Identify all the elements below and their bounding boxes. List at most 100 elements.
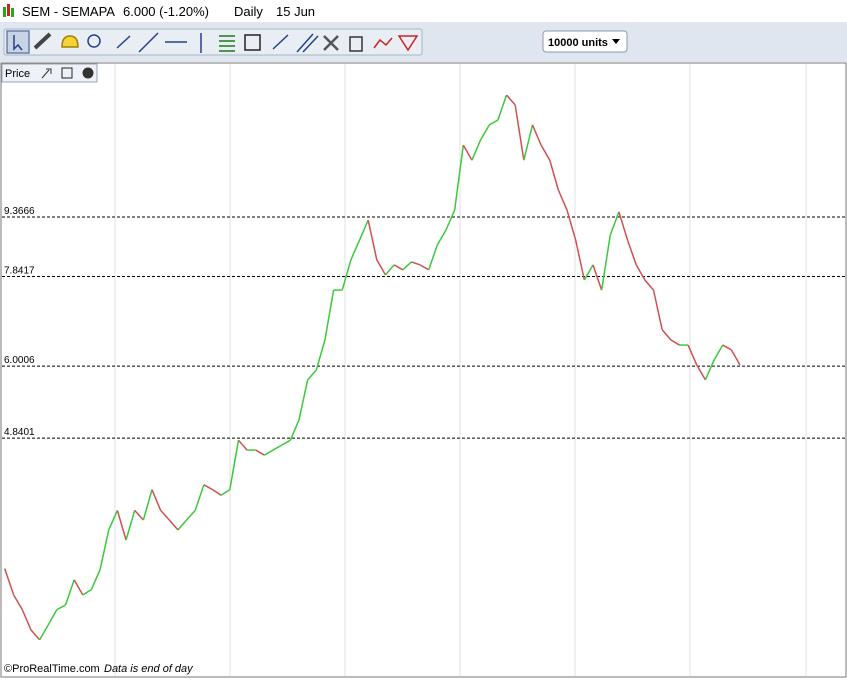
price-segment [30, 629, 41, 641]
tool-alert[interactable] [61, 35, 79, 48]
price-segment [384, 264, 395, 276]
tool-cursor[interactable] [13, 35, 23, 51]
price-segment [393, 264, 404, 271]
tool-group [3, 28, 423, 56]
price-segment [272, 444, 283, 451]
date: 15 Jun [276, 4, 315, 19]
price-segment [600, 234, 612, 291]
price-segment [626, 239, 637, 266]
price-segment [704, 359, 715, 381]
price-segment [99, 529, 110, 570]
price-segment [514, 104, 525, 161]
price-segment [212, 488, 222, 496]
price-segment [540, 144, 551, 161]
copyright: ©ProRealTime.com [4, 663, 100, 675]
price-segment [427, 244, 439, 271]
tool-settings[interactable] [323, 35, 339, 51]
units-dropdown[interactable] [542, 30, 628, 53]
price-segment [134, 509, 144, 521]
vertical-grid [114, 64, 807, 676]
price-segment [289, 419, 300, 441]
price-segment [722, 344, 732, 351]
tool-text[interactable] [244, 34, 261, 51]
price-segment [47, 609, 58, 626]
price-segment [38, 624, 49, 641]
price-segment [497, 94, 508, 121]
price-segment [177, 519, 188, 531]
price-segment [168, 519, 179, 531]
tool-channel[interactable] [272, 34, 289, 50]
price-segment [341, 259, 352, 291]
price-segment [56, 604, 66, 611]
tool-fan[interactable] [296, 33, 319, 53]
price-level-label: 4.8401 [4, 427, 35, 438]
price-segment [419, 264, 430, 271]
price-segment [687, 344, 698, 366]
price-segment [4, 569, 15, 596]
period: Daily [234, 4, 263, 19]
price-segment [411, 261, 421, 266]
price-segment [358, 219, 369, 241]
price-segment [350, 239, 361, 261]
price-segment [652, 289, 663, 330]
dropdown-arrow [612, 39, 620, 44]
price-segment [713, 344, 724, 361]
price-segment [644, 279, 655, 291]
price-segment [488, 119, 499, 126]
app-icon [3, 4, 14, 17]
price-level-label: 7.8417 [4, 266, 35, 277]
price-segment [64, 579, 75, 606]
panel-maximize[interactable] [61, 67, 73, 79]
tool-ruler[interactable] [33, 32, 52, 50]
price-segment [255, 449, 265, 456]
panel-close[interactable] [82, 67, 94, 79]
price-segment [367, 219, 378, 261]
price-segment [583, 264, 594, 281]
price-segment [298, 379, 309, 421]
price-segment [618, 211, 629, 241]
tool-ray[interactable] [138, 32, 159, 53]
price-level-label: 6.0006 [4, 355, 35, 366]
price-segment [307, 369, 317, 381]
price-segment [453, 145, 465, 211]
price-segment [471, 139, 482, 161]
price-segment [315, 339, 326, 371]
tool-select[interactable] [6, 30, 30, 54]
tool-pattern[interactable] [373, 37, 393, 49]
price-segment [661, 329, 672, 341]
price-segment [462, 144, 473, 161]
price-segment [635, 264, 646, 281]
price-segment [324, 289, 335, 341]
tool-triangle[interactable] [397, 35, 419, 52]
price-level-label: 9.3666 [4, 206, 35, 217]
price-segment [264, 449, 274, 456]
panel-label: Price [5, 68, 30, 80]
price-segment [116, 510, 127, 541]
panel-header [1, 63, 98, 83]
price-segment [402, 261, 412, 271]
last-price: 6.000 (-1.20%) [123, 4, 209, 19]
price-segment [21, 609, 32, 631]
price-segment [125, 510, 136, 541]
price-segment [436, 229, 447, 246]
price-segment [90, 569, 101, 590]
price-segment [670, 339, 680, 346]
tool-zoom[interactable] [87, 34, 101, 48]
price-segment [376, 259, 387, 276]
price-segment [108, 510, 119, 531]
title-bar [0, 0, 847, 22]
price-segment [142, 489, 153, 521]
tool-line[interactable] [116, 35, 131, 49]
tool-delete[interactable] [349, 36, 363, 52]
price-segment [220, 488, 231, 496]
price-segment [203, 484, 213, 491]
panel-settings[interactable] [41, 68, 52, 79]
price-segment [151, 489, 162, 511]
price-segment [479, 124, 490, 141]
price-segment [194, 484, 205, 511]
price-segment [281, 439, 291, 446]
price-segment [13, 594, 23, 611]
price-segment [505, 94, 516, 106]
tool-fib[interactable] [219, 35, 235, 52]
